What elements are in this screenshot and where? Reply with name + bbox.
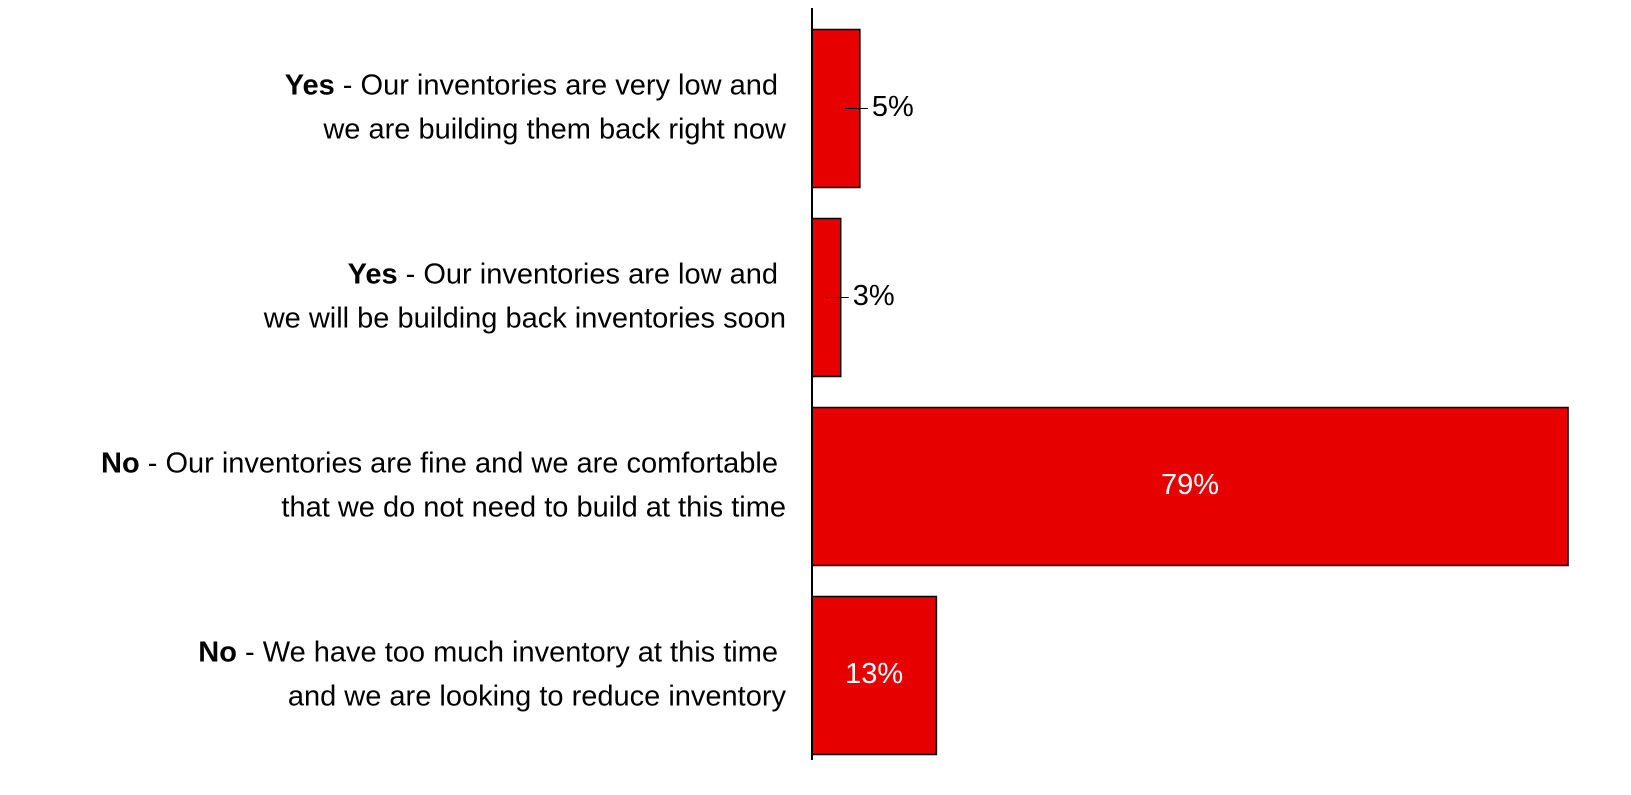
category-bold: No: [101, 447, 140, 479]
value-label: 79%: [1161, 469, 1219, 501]
category-line: we are building them back right now: [322, 113, 787, 145]
category-label: Yes - Our inventories are low and we will…: [263, 258, 786, 334]
category-bold: Yes: [348, 258, 398, 290]
category-label: No - We have too much inventory at this …: [198, 636, 786, 712]
category-line: Yes - Our inventories are very low and: [285, 69, 778, 101]
value-label: 3%: [853, 280, 895, 312]
category-line: and we are looking to reduce inventory: [288, 680, 787, 712]
category-line: we will be building back inventories soo…: [263, 302, 786, 334]
value-label: 5%: [872, 91, 914, 123]
category-line: No - We have too much inventory at this …: [198, 636, 778, 668]
category-line: that we do not need to build at this tim…: [281, 491, 786, 523]
category-bold: No: [198, 636, 237, 668]
category-label: No - Our inventories are fine and we are…: [101, 447, 786, 523]
value-label: 13%: [845, 658, 903, 690]
category-line: Yes - Our inventories are low and: [348, 258, 778, 290]
category-label: Yes - Our inventories are very low and we…: [285, 69, 787, 145]
category-bold: Yes: [285, 69, 335, 101]
category-line: No - Our inventories are fine and we are…: [101, 447, 778, 479]
